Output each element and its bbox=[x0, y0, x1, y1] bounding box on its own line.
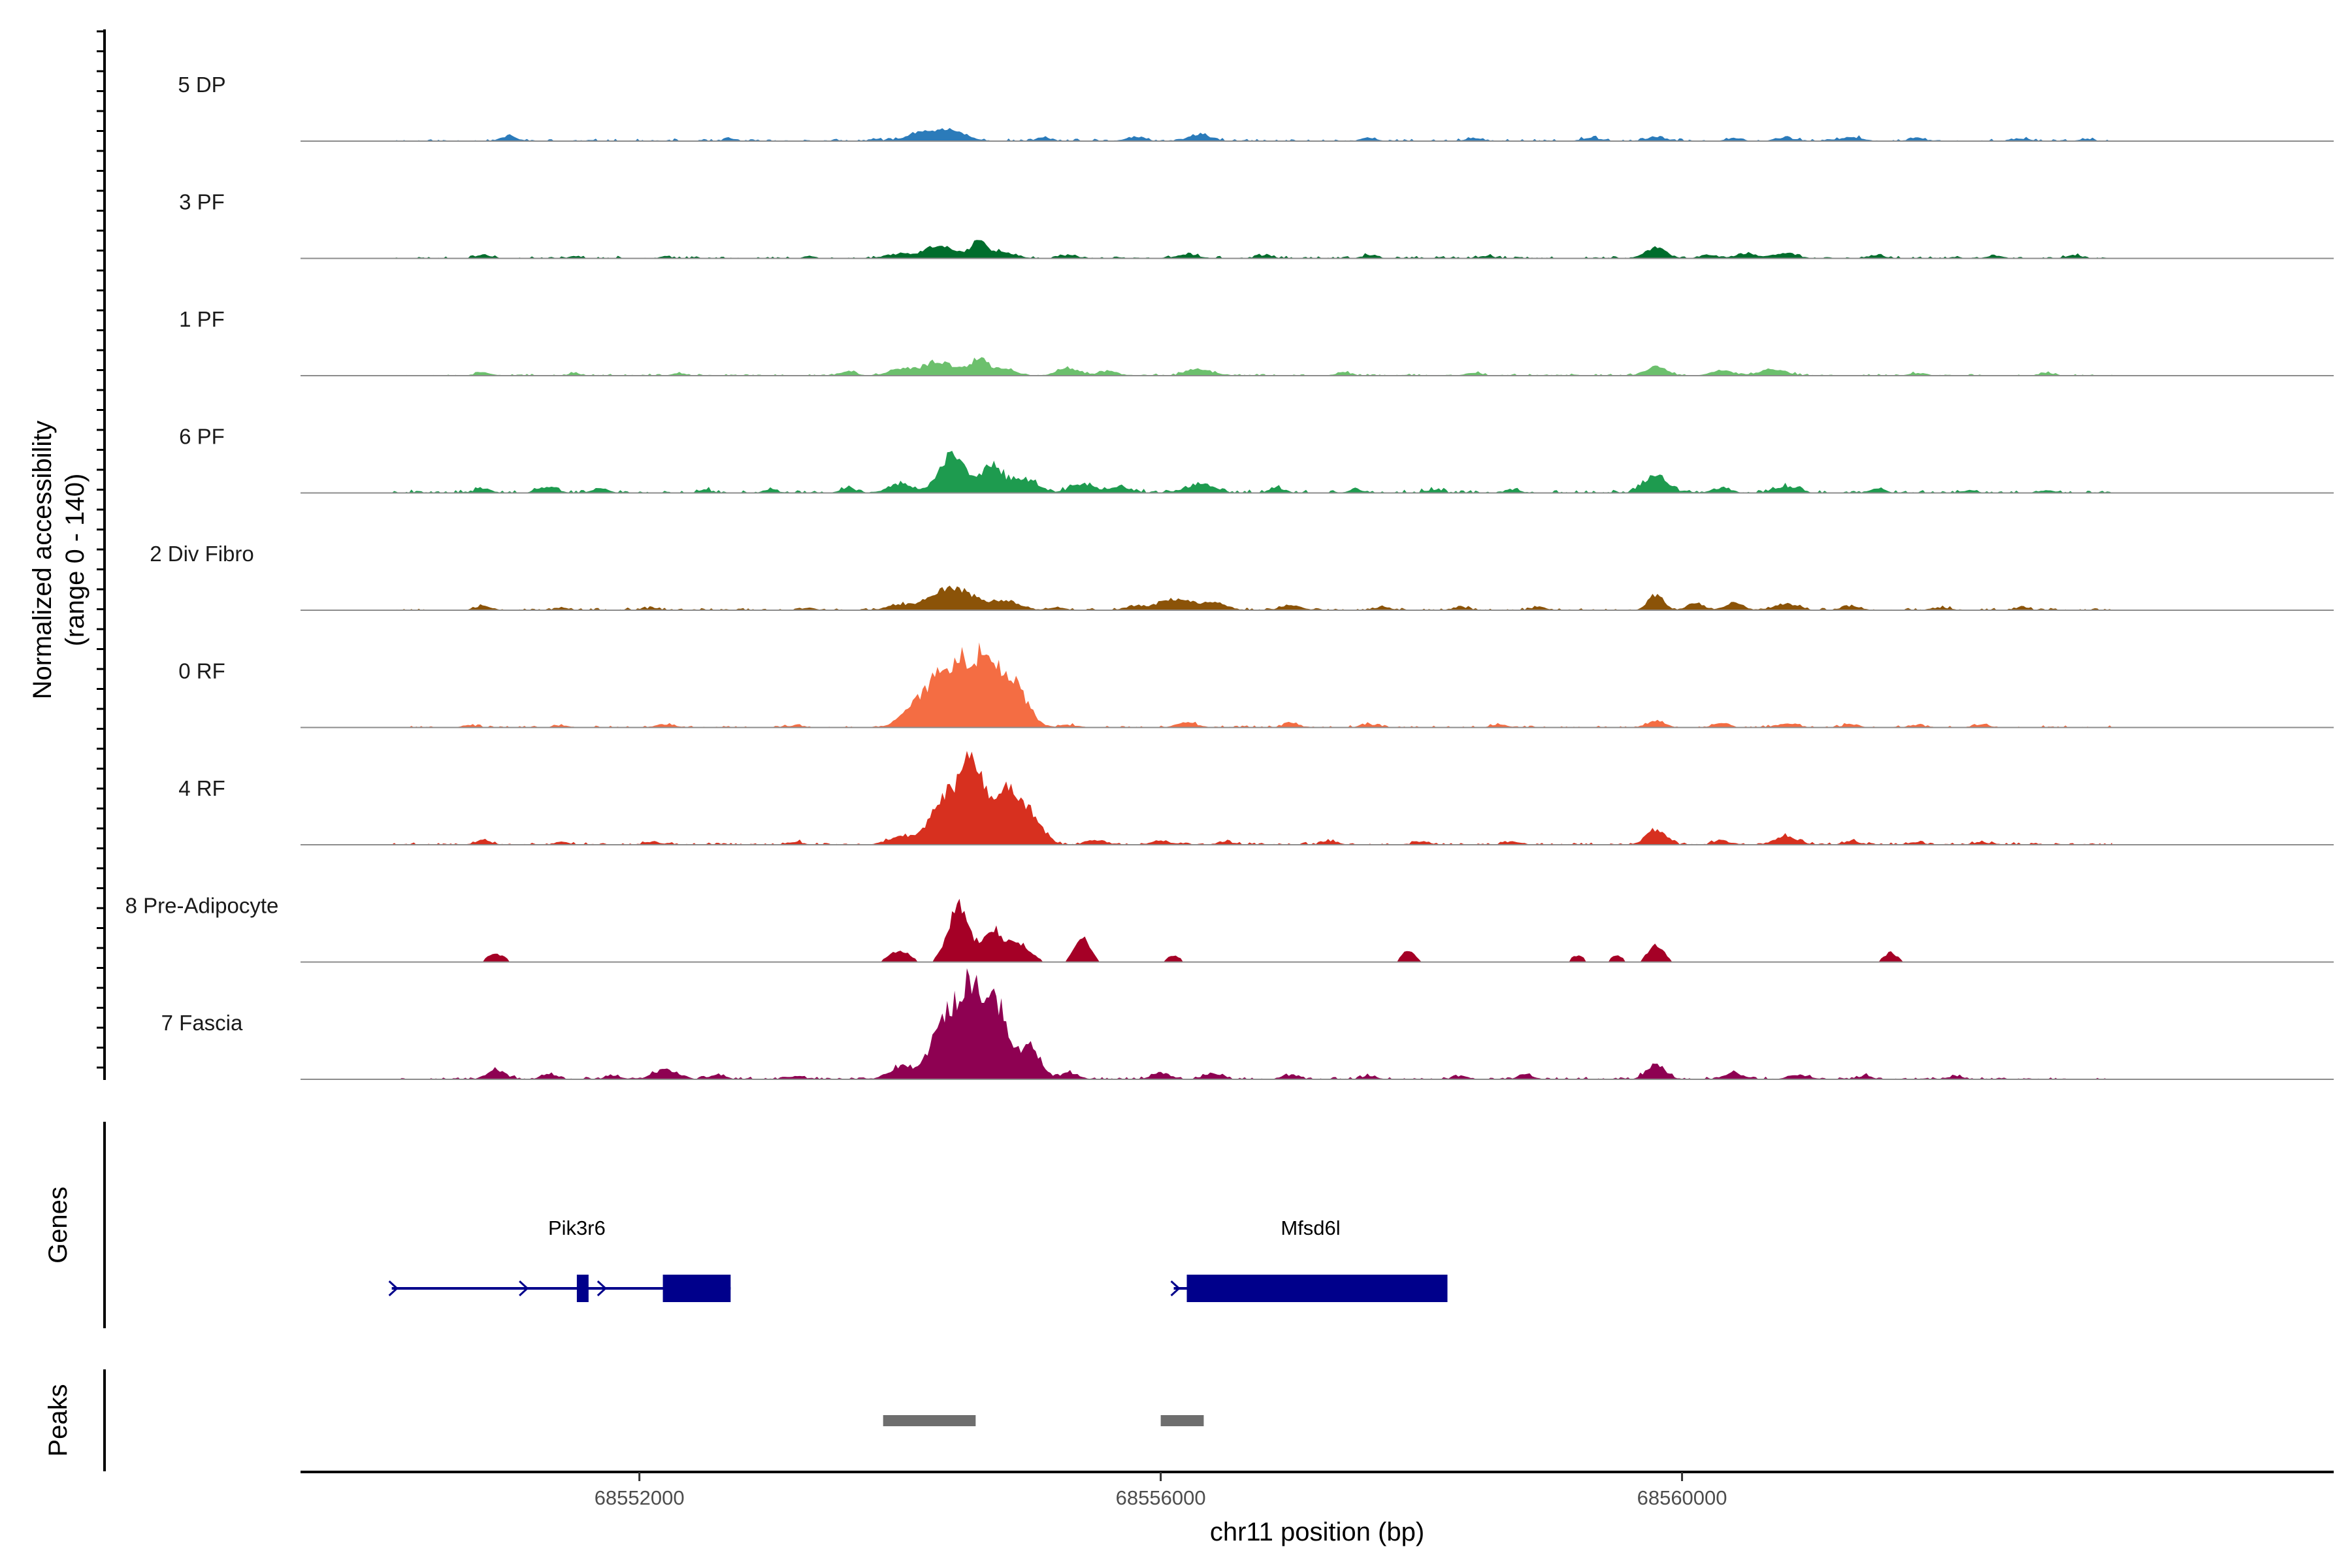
x-axis-ticks: 68552000 68556000 68560000 bbox=[595, 1472, 1727, 1509]
coverage-area bbox=[391, 240, 2112, 259]
strand-arrow-icon bbox=[596, 1280, 608, 1297]
strand-arrow-icon bbox=[519, 1280, 529, 1297]
track-label: 6 PF bbox=[179, 425, 225, 449]
track-label: 5 DP bbox=[178, 73, 225, 97]
track-0-rf: 0 RF bbox=[178, 642, 2334, 728]
track-8-pre-adipocyte: 8 Pre-Adipocyte bbox=[125, 894, 2334, 963]
gene-exon bbox=[662, 1275, 731, 1302]
track-3-pf: 3 PF bbox=[179, 190, 2334, 259]
track-label: 2 Div Fibro bbox=[150, 542, 254, 566]
track-label: 8 Pre-Adipocyte bbox=[125, 894, 279, 918]
gene-label: Pik3r6 bbox=[548, 1217, 606, 1239]
track-1-pf: 1 PF bbox=[179, 307, 2334, 376]
track-label: 0 RF bbox=[178, 659, 225, 683]
track-label: 7 Fascia bbox=[161, 1011, 243, 1035]
x-tick-label: 68556000 bbox=[1116, 1486, 1206, 1509]
genes-track-title: Genes bbox=[44, 1186, 73, 1264]
coverage-tracks: 5 DP 3 PF 1 PF 6 PF 2 Div Fibro 0 RF 4 RF 8 Pre… bbox=[125, 73, 2334, 1080]
gene-exon bbox=[1186, 1275, 1448, 1302]
track-5-dp: 5 DP bbox=[178, 73, 2334, 142]
coverage-area bbox=[391, 968, 2112, 1079]
track-label: 1 PF bbox=[179, 307, 225, 331]
track-7-fascia: 7 Fascia bbox=[161, 968, 2334, 1080]
coverage-area bbox=[391, 751, 2112, 845]
gene-pik3r6: Pik3r6 bbox=[388, 1217, 731, 1302]
track-4-rf: 4 RF bbox=[178, 751, 2334, 845]
coverage-axis-ticks bbox=[97, 30, 105, 1069]
x-tick-label: 68552000 bbox=[595, 1486, 685, 1509]
coverage-area bbox=[391, 127, 2112, 141]
x-tick-label: 68560000 bbox=[1637, 1486, 1727, 1509]
gene-mfsd6l: Mfsd6l bbox=[1170, 1217, 1448, 1302]
coverage-area bbox=[391, 898, 2112, 962]
track-label: 3 PF bbox=[179, 190, 225, 214]
track-6-pf: 6 PF bbox=[179, 425, 2334, 494]
coverage-area bbox=[391, 585, 2112, 610]
gene-label: Mfsd6l bbox=[1281, 1217, 1340, 1239]
coverage-area bbox=[391, 357, 2112, 376]
gene-exon bbox=[576, 1275, 589, 1302]
y-axis-title: Normalized accessibility bbox=[28, 421, 57, 700]
y-axis-subtitle: (range 0 - 140) bbox=[61, 474, 90, 647]
x-axis-title: chr11 position (bp) bbox=[1210, 1518, 1424, 1546]
peak-region bbox=[883, 1415, 976, 1426]
gene-annotation-track: Pik3r6 Mfsd6l bbox=[388, 1217, 1448, 1302]
peaks-track-title: Peaks bbox=[44, 1384, 73, 1456]
strand-arrow-icon bbox=[1170, 1280, 1181, 1297]
track-label: 4 RF bbox=[178, 776, 225, 800]
peaks-track bbox=[883, 1415, 1204, 1426]
peak-region bbox=[1160, 1415, 1204, 1426]
coverage-area bbox=[391, 642, 2112, 728]
strand-arrow-icon bbox=[388, 1280, 399, 1297]
track-2-div-fibro: 2 Div Fibro bbox=[150, 542, 2334, 611]
coverage-area bbox=[391, 451, 2112, 493]
